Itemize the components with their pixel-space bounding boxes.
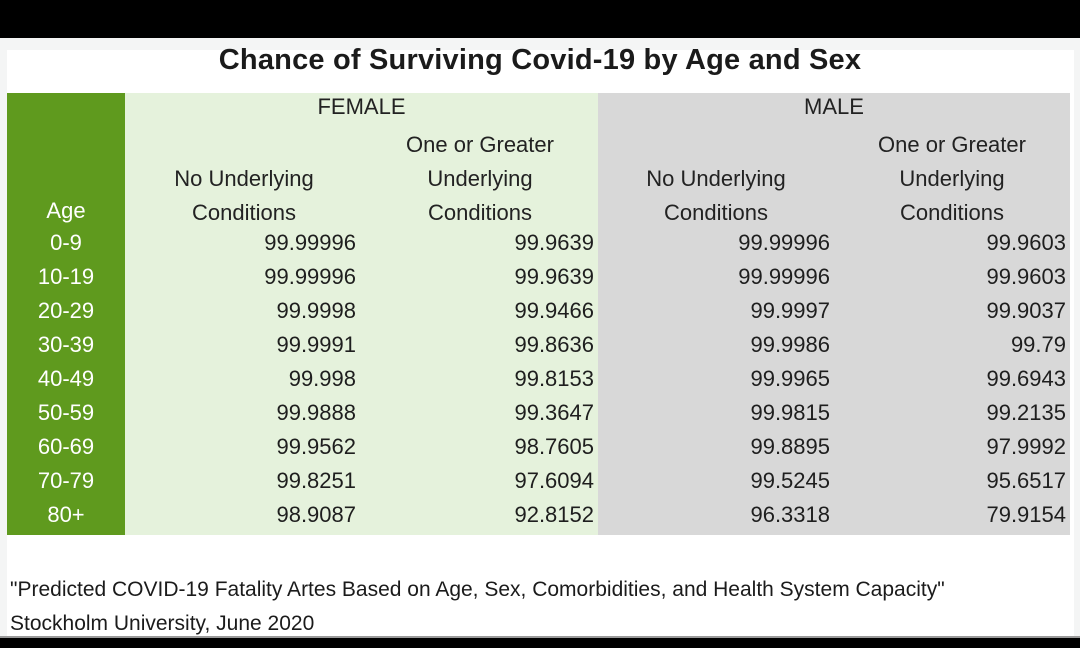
table-cell: 99.99996 — [738, 230, 830, 255]
column-header-line: One or Greater — [878, 132, 1026, 157]
age-label: 60-69 — [37, 434, 95, 459]
male-section-background — [598, 93, 1070, 535]
age-label: 20-29 — [37, 298, 95, 323]
table-cell: 97.6094 — [514, 468, 594, 493]
column-header-line: One or Greater — [406, 132, 554, 157]
citation-title: "Predicted COVID-19 Fatality Artes Based… — [10, 578, 945, 601]
table-cell: 95.6517 — [986, 468, 1066, 493]
table-cell: 99.8251 — [276, 468, 356, 493]
page-title: Chance of Surviving Covid-19 by Age and … — [218, 44, 862, 76]
table-cell: 97.9992 — [986, 434, 1066, 459]
table-cell: 99.9639 — [514, 230, 594, 255]
table-cell: 98.9087 — [276, 502, 356, 527]
column-header-line: No Underlying — [646, 166, 786, 191]
table-cell: 92.8152 — [514, 502, 594, 527]
age-label: 50-59 — [37, 400, 95, 425]
table-cell: 99.9888 — [276, 400, 356, 425]
column-header-line: Conditions — [192, 200, 296, 225]
table-cell: 99.3647 — [514, 400, 594, 425]
table-cell: 99.998 — [288, 366, 356, 391]
table-cell: 99.8153 — [514, 366, 594, 391]
table-cell: 99.99996 — [264, 264, 356, 289]
table-cell: 99.9639 — [514, 264, 594, 289]
bottom-divider — [0, 636, 1080, 638]
age-label: 40-49 — [37, 366, 95, 391]
female-section-background — [125, 93, 598, 535]
table-cell: 99.9603 — [986, 230, 1066, 255]
table-cell: 99.9998 — [276, 298, 356, 323]
table-cell: 99.99996 — [738, 264, 830, 289]
table-cell: 79.9154 — [986, 502, 1066, 527]
table-cell: 99.9991 — [276, 332, 356, 357]
age-label: 10-19 — [37, 264, 95, 289]
table-cell: 99.9562 — [276, 434, 356, 459]
column-header-line: Conditions — [428, 200, 532, 225]
age-label: 70-79 — [37, 468, 95, 493]
table-cell: 99.8636 — [514, 332, 594, 357]
table-cell: 98.7605 — [514, 434, 594, 459]
source-citation: "Predicted COVID-19 Fatality Artes Based… — [10, 573, 945, 641]
age-label: 0-9 — [50, 230, 82, 255]
table-cell: 99.9815 — [750, 400, 830, 425]
age-column-background — [7, 93, 125, 535]
table-cell: 99.9603 — [986, 264, 1066, 289]
table-cell: 99.9965 — [750, 366, 830, 391]
table-cell: 96.3318 — [750, 502, 830, 527]
female-header: FEMALE — [317, 94, 406, 119]
table-cell: 99.2135 — [986, 400, 1066, 425]
column-header-line: No Underlying — [174, 166, 314, 191]
column-header-line: Underlying — [427, 166, 533, 191]
table-cell: 99.8895 — [750, 434, 830, 459]
male-header: MALE — [804, 94, 864, 119]
table-cell: 99.99996 — [264, 230, 356, 255]
table-cell: 99.6943 — [986, 366, 1066, 391]
table-cell: 99.9037 — [986, 298, 1066, 323]
table-cell: 99.9986 — [750, 332, 830, 357]
table-cell: 99.5245 — [750, 468, 830, 493]
age-label: 30-39 — [37, 332, 95, 357]
table-cell: 99.9466 — [514, 298, 594, 323]
age-label: 80+ — [47, 502, 85, 527]
column-header-line: Conditions — [900, 200, 1004, 225]
table-cell: 99.79 — [1010, 332, 1066, 357]
column-header-line: Underlying — [899, 166, 1005, 191]
citation-source: Stockholm University, June 2020 — [10, 612, 315, 635]
age-header: Age — [46, 198, 86, 223]
table-cell: 99.9997 — [750, 298, 830, 323]
column-header-line: Conditions — [664, 200, 768, 225]
